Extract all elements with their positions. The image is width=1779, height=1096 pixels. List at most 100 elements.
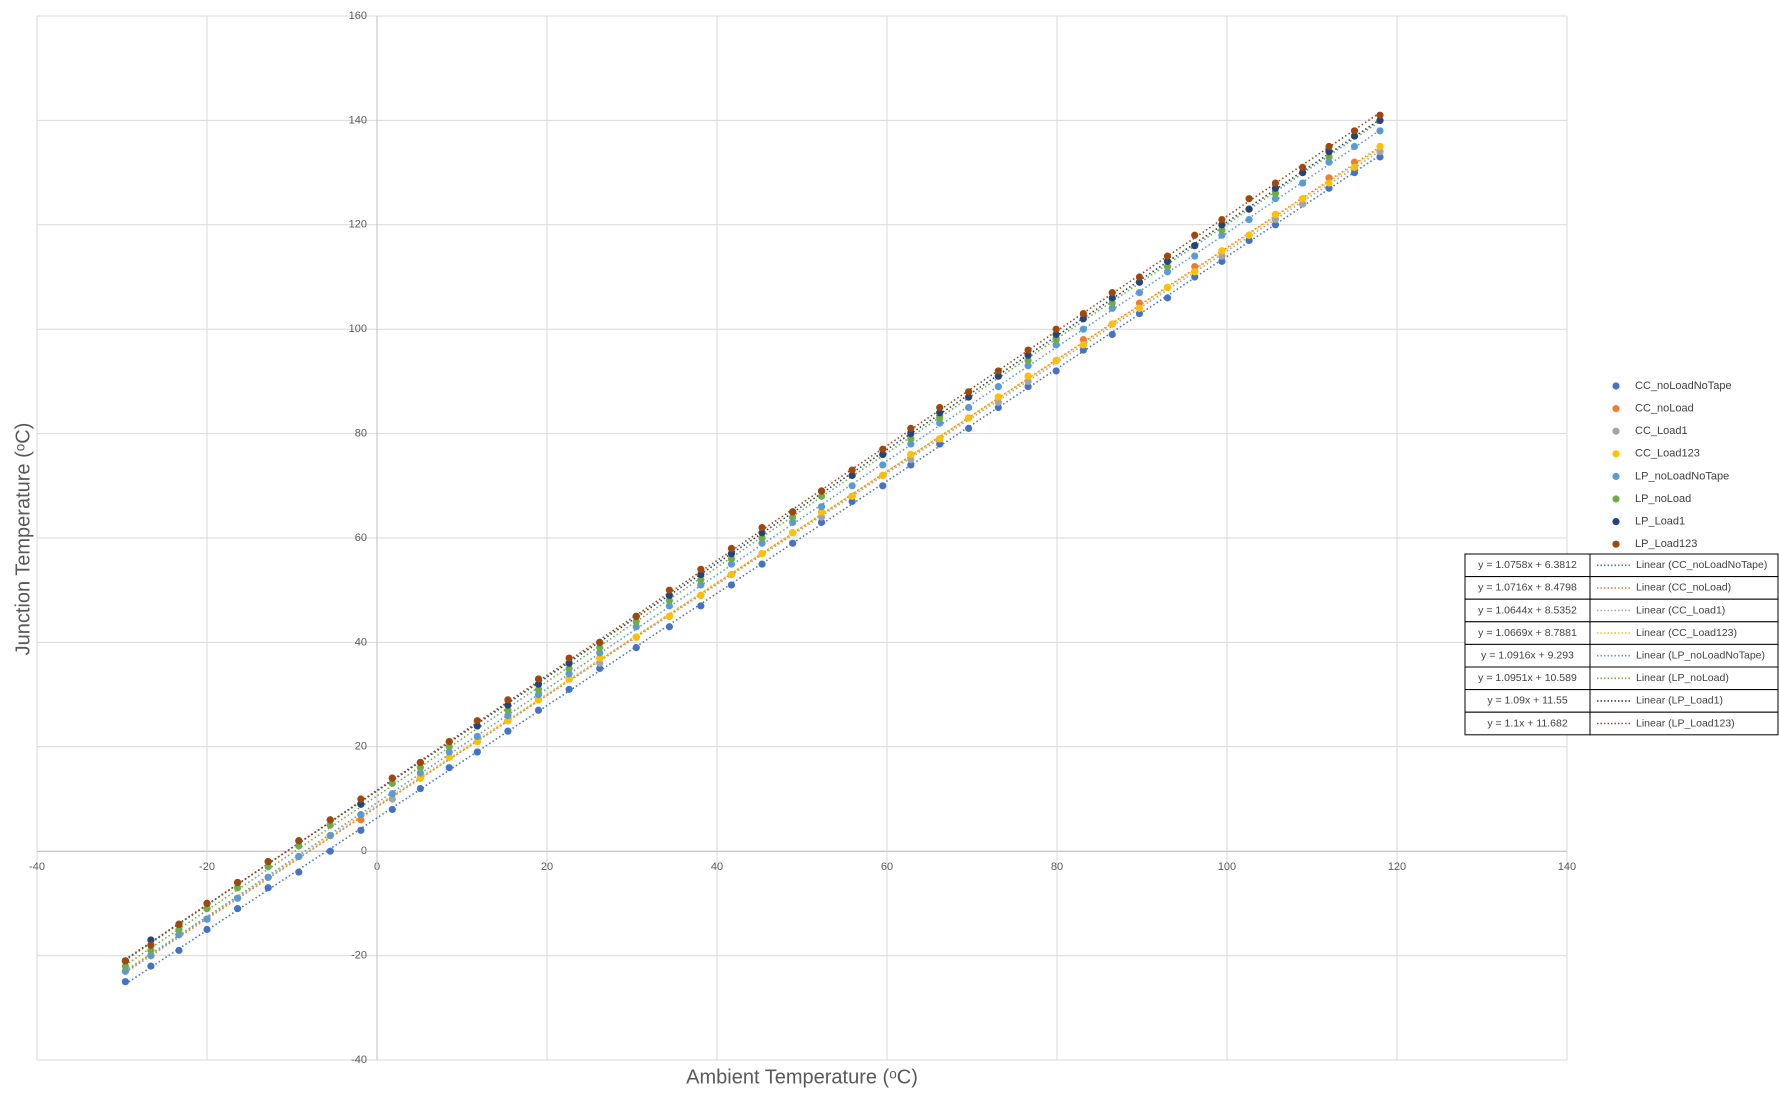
point — [473, 717, 481, 725]
point — [1218, 257, 1226, 265]
point — [1191, 231, 1199, 239]
point — [697, 591, 705, 600]
point — [416, 774, 424, 782]
y-tick-label: 140 — [349, 114, 367, 126]
point — [295, 852, 303, 861]
point — [1108, 330, 1116, 339]
trend-legend-label: Linear (CC_Load1) — [1636, 604, 1725, 616]
point — [264, 858, 272, 866]
point — [665, 623, 674, 631]
point — [789, 508, 797, 516]
point — [1079, 341, 1087, 349]
x-axis-title: Ambient Temperature (ᵒC) — [686, 1066, 918, 1088]
trend-equation: y = 1.09x + 11.55 — [1487, 695, 1568, 707]
point — [1108, 299, 1116, 307]
point — [388, 779, 396, 787]
point — [665, 602, 674, 610]
point — [965, 403, 973, 412]
point — [565, 675, 573, 683]
point — [1079, 325, 1087, 333]
point — [1108, 304, 1116, 312]
point — [1108, 294, 1116, 302]
point — [1325, 158, 1333, 166]
point — [1245, 205, 1253, 213]
x-tick-label: 40 — [711, 861, 723, 873]
point — [596, 644, 604, 652]
x-tick-label: 120 — [1388, 861, 1406, 873]
point — [1376, 148, 1384, 156]
y-tick-label: 160 — [349, 10, 367, 22]
point — [1108, 289, 1116, 297]
y-tick-label: 120 — [349, 219, 367, 231]
legend-label: CC_noLoad — [1635, 403, 1694, 415]
point — [357, 811, 365, 819]
point — [504, 727, 512, 735]
point — [1218, 226, 1226, 234]
trend-legend-label: Linear (LP_noLoadNoTape) — [1636, 649, 1765, 661]
point — [1024, 356, 1032, 365]
point — [1299, 200, 1307, 208]
trend-equation: y = 1.0716x + 8.4798 — [1478, 582, 1577, 594]
point — [326, 816, 334, 824]
point — [727, 550, 736, 558]
point — [1218, 231, 1226, 239]
point — [565, 685, 573, 693]
y-tick-label: 40 — [355, 636, 367, 648]
trend-legend-label: Linear (LP_Load1) — [1636, 695, 1723, 707]
point — [1024, 372, 1032, 380]
trendline — [124, 112, 1381, 961]
point — [234, 884, 242, 892]
point — [632, 644, 640, 652]
legend-marker — [1612, 518, 1620, 526]
point — [817, 503, 826, 511]
trend-equation: y = 1.0669x + 8.7881 — [1478, 627, 1577, 639]
point — [1079, 336, 1087, 344]
point — [1376, 153, 1384, 161]
y-tick-label: 80 — [355, 428, 367, 440]
legend-label: LP_Load1 — [1635, 516, 1685, 528]
x-tick-label: 80 — [1051, 861, 1063, 873]
point — [1350, 127, 1359, 135]
trend-legend-label: Linear (LP_Load123) — [1636, 717, 1735, 729]
point — [817, 492, 826, 500]
point — [1350, 132, 1359, 140]
y-tick-label: 100 — [349, 323, 367, 335]
point — [1024, 346, 1032, 354]
point — [758, 529, 766, 537]
point — [879, 450, 887, 459]
point — [1052, 336, 1060, 344]
point — [1163, 257, 1172, 265]
point — [473, 722, 481, 730]
point — [758, 534, 766, 542]
point — [1271, 184, 1280, 192]
x-tick-label: 20 — [541, 861, 553, 873]
point — [121, 978, 129, 986]
point — [1024, 351, 1032, 359]
point — [264, 884, 272, 892]
point — [504, 696, 512, 704]
point — [504, 711, 512, 720]
point — [727, 560, 736, 568]
trendline — [124, 154, 1381, 985]
point — [817, 513, 826, 521]
point — [848, 492, 856, 500]
point — [907, 461, 915, 469]
point — [534, 685, 543, 693]
point — [504, 701, 512, 709]
point — [1135, 289, 1144, 297]
point — [175, 925, 183, 934]
point — [1052, 367, 1060, 375]
point — [848, 482, 856, 490]
point — [936, 435, 944, 443]
point — [234, 905, 242, 913]
point — [147, 936, 155, 944]
point — [1350, 163, 1359, 171]
point — [817, 508, 826, 516]
point — [936, 403, 944, 412]
point — [848, 497, 856, 506]
point — [1024, 362, 1032, 370]
point — [1135, 273, 1144, 281]
point — [1271, 179, 1280, 187]
point — [907, 424, 915, 432]
